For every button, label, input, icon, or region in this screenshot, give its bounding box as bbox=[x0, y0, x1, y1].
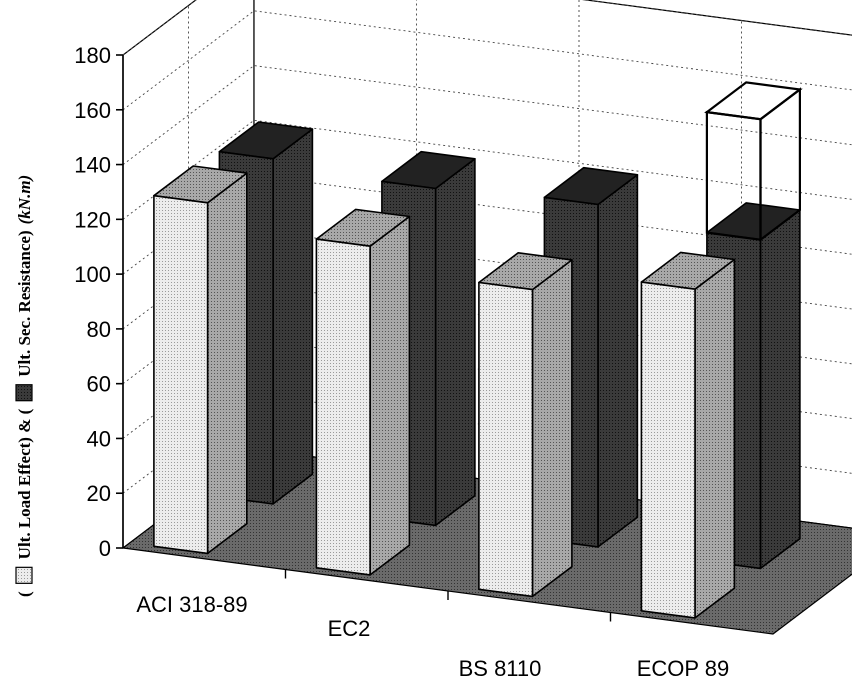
bar-ult-load-effect-0-front bbox=[153, 194, 209, 555]
bar-ult-sec-resistance-0-side bbox=[272, 128, 314, 505]
y-tick-label: 20 bbox=[87, 481, 111, 506]
bar-ult-load-effect-3-front bbox=[640, 281, 696, 619]
bar-ult-load-effect-3-side bbox=[694, 258, 736, 619]
category-label: ECOP 89 bbox=[637, 656, 730, 681]
y-tick-label: 100 bbox=[74, 262, 111, 287]
bar-ult-load-effect-2-side bbox=[531, 259, 573, 598]
bar-ult-load-effect-0-side bbox=[206, 172, 248, 555]
bars bbox=[153, 81, 803, 619]
bar-ult-load-effect-1-side bbox=[369, 215, 411, 576]
bar-ult-load-effect-1-front bbox=[315, 238, 371, 576]
gridline bbox=[122, 0, 852, 56]
bar-ult-sec-resistance-2-side bbox=[597, 174, 639, 548]
y-axis bbox=[116, 54, 612, 622]
bar-ult-sec-resistance-1-side bbox=[434, 158, 476, 527]
outline-front bbox=[705, 110, 762, 241]
legend-swatch-load-effect bbox=[15, 566, 33, 584]
gridline bbox=[122, 119, 852, 220]
y-tick-labels: 0 20 40 60 80 100 120 140 160 180 bbox=[74, 43, 111, 561]
category-label: EC2 bbox=[328, 616, 371, 641]
gridline bbox=[122, 65, 852, 165]
y-tick-label: 180 bbox=[74, 43, 111, 68]
y-tick-label: 140 bbox=[74, 153, 111, 178]
bar-ult-load-effect-2-front bbox=[478, 281, 534, 598]
y-tick-label: 120 bbox=[74, 207, 111, 232]
category-label: BS 8110 bbox=[459, 656, 542, 681]
y-tick-label: 80 bbox=[87, 317, 111, 342]
gridline bbox=[122, 10, 852, 111]
ylabel-load-effect: Ult. Load Effect) & ( bbox=[15, 408, 34, 559]
category-label: ACI 318-89 bbox=[136, 592, 247, 617]
y-tick-label: 60 bbox=[87, 372, 111, 397]
ylabel-open-paren: ( bbox=[15, 591, 34, 597]
bar-ult-load-effect-0 bbox=[153, 165, 248, 555]
legend-swatch-sec-resistance bbox=[15, 384, 33, 402]
bar-ult-load-effect-3 bbox=[640, 251, 736, 619]
bar-ult-sec-resistance-3-side bbox=[759, 209, 801, 570]
y-tick-label: 40 bbox=[87, 426, 111, 451]
ylabel-unit: (kN.m) bbox=[15, 175, 34, 225]
bar-ult-load-effect-1 bbox=[315, 208, 411, 576]
y-tick-label: 0 bbox=[99, 536, 111, 561]
outline-bar-ecop-89 bbox=[704, 81, 803, 242]
ylabel-sec-resistance: Ult. Sec. Resistance) bbox=[15, 230, 34, 376]
y-tick-label: 160 bbox=[74, 98, 111, 123]
category-labels: ACI 318-89 EC2 BS 8110 ECOP 89 bbox=[136, 592, 729, 681]
gridline bbox=[122, 174, 852, 275]
y-axis-label: ( Ult. Load Effect) & ( Ult. Sec. Resistan… bbox=[15, 175, 34, 597]
bar-ult-load-effect-2 bbox=[478, 252, 573, 598]
